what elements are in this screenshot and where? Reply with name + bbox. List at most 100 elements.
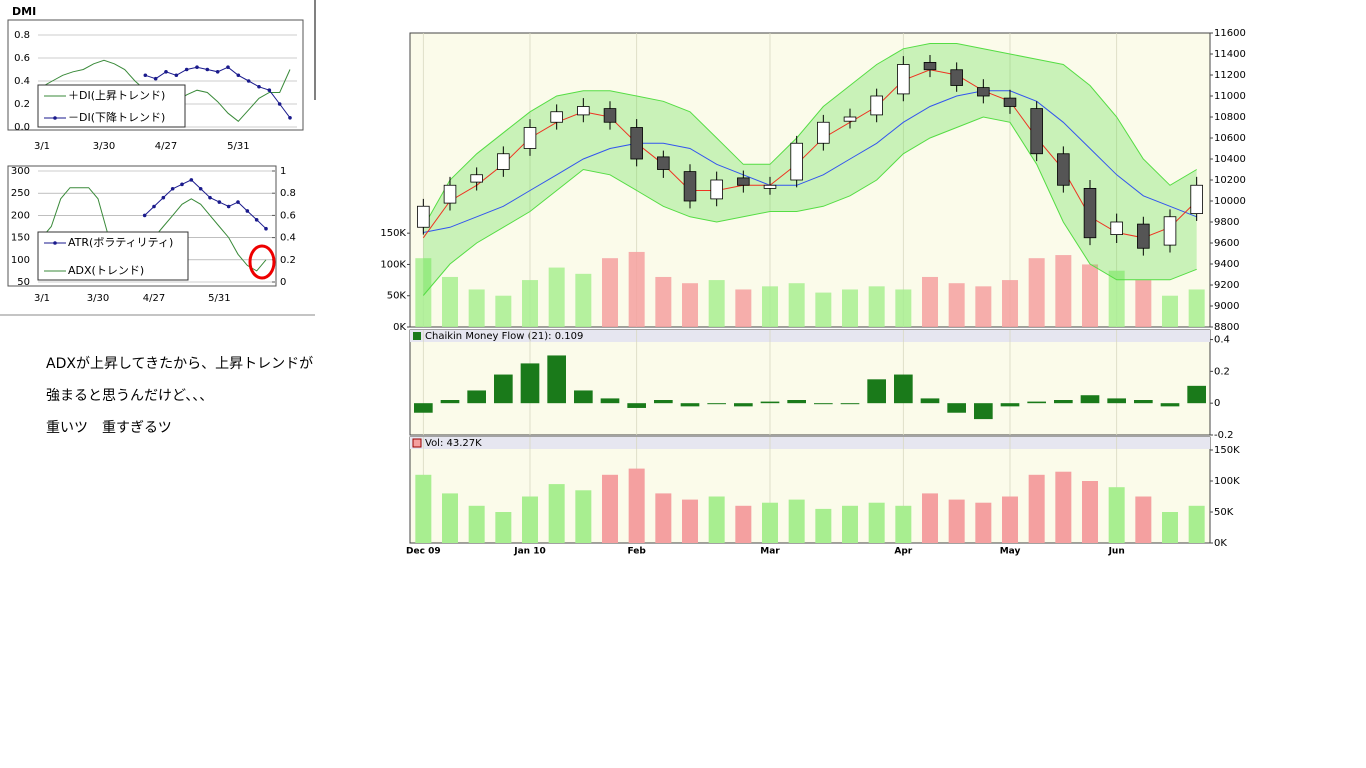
candle-body [1190, 184, 1203, 215]
y-tick-label: 0.8 [14, 30, 30, 41]
volume-bar [868, 502, 885, 543]
point [236, 200, 240, 204]
candle-body [977, 87, 990, 97]
cmf-bar [680, 403, 700, 407]
y2-tick-label: 0.6 [280, 210, 296, 221]
candle-body [843, 116, 857, 122]
volume-overlay-bar [548, 267, 565, 327]
candle-body [710, 179, 723, 200]
volume-bar [468, 505, 485, 543]
candle-body [1083, 187, 1097, 239]
candle-body [657, 156, 670, 170]
volume-bar [975, 502, 992, 543]
candle-body [443, 184, 457, 204]
panel-title: Vol: 43.27K [425, 438, 482, 449]
annotation: 重いツ 重すぎるツ [46, 420, 172, 436]
cmf-bar [1054, 400, 1073, 404]
y-tick-label: 11000 [1214, 91, 1246, 102]
vol-panel [409, 436, 1211, 544]
annotation: ADXが上昇してきたから、上昇トレンドが [46, 356, 313, 372]
volume-overlay-bar [708, 280, 725, 327]
x-tick-label: May [1000, 547, 1021, 557]
volume-bar [1108, 487, 1125, 543]
volume-overlay-bar [1188, 289, 1205, 327]
cmf-bar [814, 403, 833, 405]
candle-body [523, 127, 537, 149]
x-tick-label: Jun [1108, 547, 1125, 557]
volume-bar [575, 490, 592, 543]
point [205, 67, 210, 72]
volume-bar [1082, 481, 1098, 543]
volume-overlay-bar [415, 258, 432, 327]
y-tick-label: 0K [1214, 538, 1227, 549]
candle-body [577, 106, 590, 116]
volume-bar [922, 493, 938, 543]
candle-body [417, 205, 430, 228]
x-tick-label: 5/31 [208, 293, 230, 304]
y2-tick-label: 0.8 [280, 188, 296, 199]
volume-overlay-bar [575, 273, 592, 327]
candle-body [870, 95, 883, 116]
candle-body [603, 108, 617, 123]
volume-overlay-bar [735, 289, 752, 327]
x-tick-label: 4/27 [155, 141, 177, 152]
legend-box [37, 231, 189, 281]
y-tick-label: 0K [393, 322, 406, 333]
x-tick-label: 4/27 [143, 293, 165, 304]
legend-label: ＋DI(上昇トレンド) [68, 89, 165, 102]
volume-overlay-bar [1028, 258, 1045, 327]
x-tick-label: 3/1 [34, 141, 50, 152]
x-tick-label: Apr [894, 547, 912, 557]
volume-bar [415, 474, 432, 543]
candle-body [923, 62, 937, 71]
cmf-bar [894, 374, 913, 404]
point [215, 70, 220, 74]
y-tick-label: 50K [1214, 507, 1234, 518]
cmf-bar [547, 355, 566, 404]
cmf-bar [574, 390, 593, 404]
series-line [144, 179, 267, 230]
point [267, 88, 272, 92]
candle-body [550, 111, 563, 123]
candle-body [470, 174, 483, 183]
volume-bar [548, 484, 565, 543]
cmf-bar [494, 374, 513, 404]
y2-tick-label: 0 [280, 277, 286, 288]
candle-body [683, 171, 697, 202]
y-tick-label: 300 [11, 166, 30, 177]
cmf-bar [734, 403, 753, 407]
volume-overlay-bar [655, 276, 672, 327]
legend-marker [53, 241, 57, 245]
volume-overlay-bar [1108, 270, 1125, 327]
panel-title: Chaikin Money Flow (21): 0.109 [425, 331, 583, 342]
volume-overlay-bar [948, 283, 965, 327]
cmf-bar [947, 403, 966, 413]
cmf-bar [520, 363, 540, 404]
volume-bar [815, 508, 832, 543]
cmf-bar [1134, 400, 1153, 404]
volume-bar [628, 468, 645, 543]
point [226, 204, 231, 209]
y2-tick-label: 0.2 [280, 255, 296, 266]
y2-tick-label: 1 [280, 166, 286, 177]
volume-bar [1188, 505, 1205, 543]
cmf-bar [840, 403, 860, 405]
candle-body [790, 142, 803, 181]
cmf-bar [440, 400, 460, 404]
y-tick-label: 9800 [1214, 217, 1239, 228]
cmf-bar [974, 403, 993, 420]
candle-body [950, 69, 963, 86]
cmf-panel [409, 329, 1211, 436]
volume-overlay-bar [762, 286, 778, 327]
candle-body [897, 64, 910, 95]
volume-bar [842, 505, 858, 543]
volume-bar [655, 493, 672, 543]
y-tick-label: 0.6 [14, 53, 30, 64]
point [208, 195, 212, 200]
point [245, 209, 250, 213]
cmf-bar [1160, 403, 1180, 407]
indicator-line [423, 90, 1197, 233]
cmf-bar [627, 403, 646, 408]
annotation: 強まると思うんだけど、、、 [46, 388, 213, 404]
point [254, 218, 259, 222]
